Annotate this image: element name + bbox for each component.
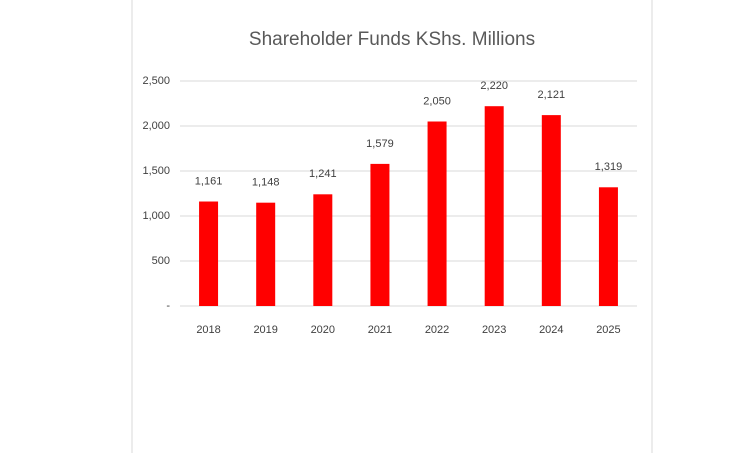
x-tick-label: 2021: [368, 324, 392, 336]
value-label: 2,050: [423, 95, 451, 107]
bar: [199, 201, 219, 306]
bar: [427, 121, 447, 306]
bar: [370, 163, 390, 306]
y-tick-label: 2,000: [142, 120, 170, 132]
x-tick-label: 2020: [311, 324, 335, 336]
x-tick-label: 2018: [196, 324, 220, 336]
value-label: 1,241: [309, 168, 337, 180]
value-label: 1,161: [195, 175, 223, 187]
bar: [313, 194, 333, 306]
y-tick-label: 1,500: [142, 165, 170, 177]
x-tick-label: 2022: [425, 324, 449, 336]
value-label: 2,220: [480, 80, 508, 92]
bar: [541, 115, 561, 306]
y-tick-label: -: [166, 300, 170, 312]
y-tick-label: 1,000: [142, 210, 170, 222]
bar: [484, 106, 504, 306]
x-tick-label: 2023: [482, 324, 506, 336]
bar: [598, 187, 618, 306]
bar: [256, 202, 276, 306]
chart-panel: [131, 0, 653, 453]
value-label: 2,121: [538, 89, 566, 101]
chart-title: Shareholder Funds KShs. Millions: [249, 29, 535, 50]
value-label: 1,148: [252, 177, 280, 189]
x-tick-label: 2019: [253, 324, 277, 336]
y-tick-label: 2,500: [142, 75, 170, 87]
value-label: 1,579: [366, 138, 394, 150]
y-tick-label: 500: [152, 255, 170, 267]
x-tick-label: 2025: [596, 324, 620, 336]
x-tick-label: 2024: [539, 324, 563, 336]
value-label: 1,319: [595, 161, 623, 173]
